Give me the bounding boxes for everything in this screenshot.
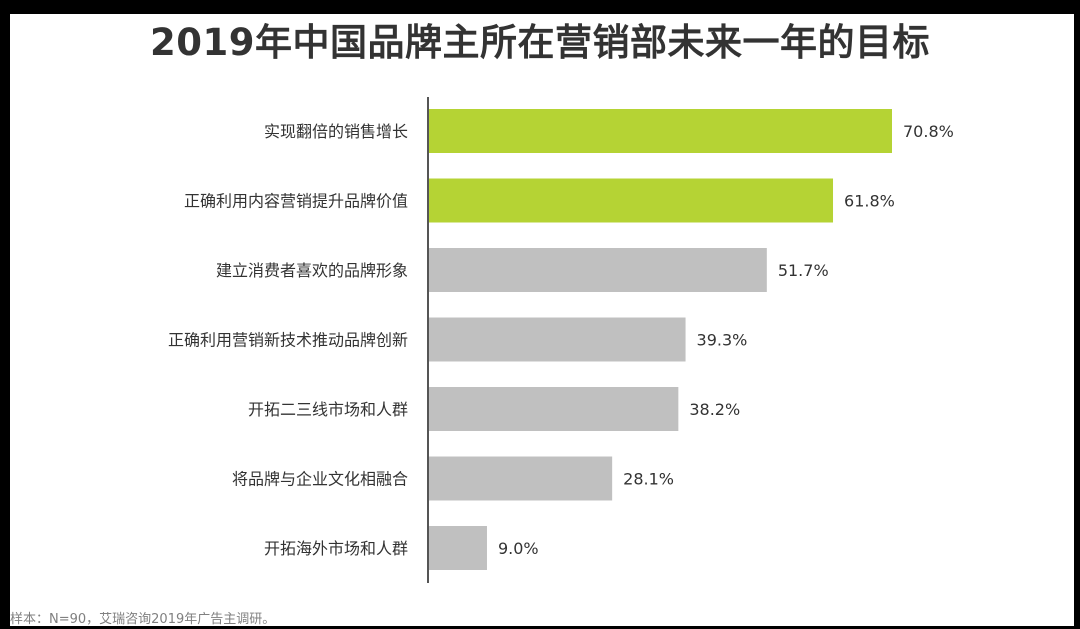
category-label: 正确利用内容营销提升品牌价值	[184, 192, 408, 211]
bar	[428, 248, 767, 292]
category-label: 开拓海外市场和人群	[264, 539, 408, 558]
bar	[428, 109, 892, 153]
right-border	[1074, 0, 1080, 629]
category-label: 正确利用营销新技术推动品牌创新	[168, 331, 408, 350]
bottom-border	[0, 626, 1080, 629]
bar	[428, 456, 613, 501]
value-label: 9.0%	[498, 539, 539, 558]
category-label: 建立消费者喜欢的品牌形象	[216, 261, 408, 280]
value-label: 39.3%	[697, 331, 748, 350]
category-label: 实现翻倍的销售增长	[264, 122, 408, 141]
chart-title: 2019年中国品牌主所在营销部未来一年的目标	[150, 21, 930, 64]
category-label: 开拓二三线市场和人群	[248, 400, 408, 419]
category-label: 将品牌与企业文化相融合	[232, 470, 408, 489]
bar	[428, 317, 686, 362]
left-border	[0, 0, 10, 629]
top-border	[0, 0, 1080, 14]
value-label: 28.1%	[623, 470, 674, 489]
value-label: 70.8%	[903, 122, 954, 141]
bar	[428, 526, 487, 570]
value-label: 61.8%	[844, 192, 895, 211]
value-label: 51.7%	[778, 261, 829, 280]
value-label: 38.2%	[689, 400, 740, 419]
bar	[428, 387, 679, 431]
bar	[428, 178, 834, 223]
footnote: 样本：N=90，艾瑞咨询2019年广告主调研。	[10, 612, 276, 627]
